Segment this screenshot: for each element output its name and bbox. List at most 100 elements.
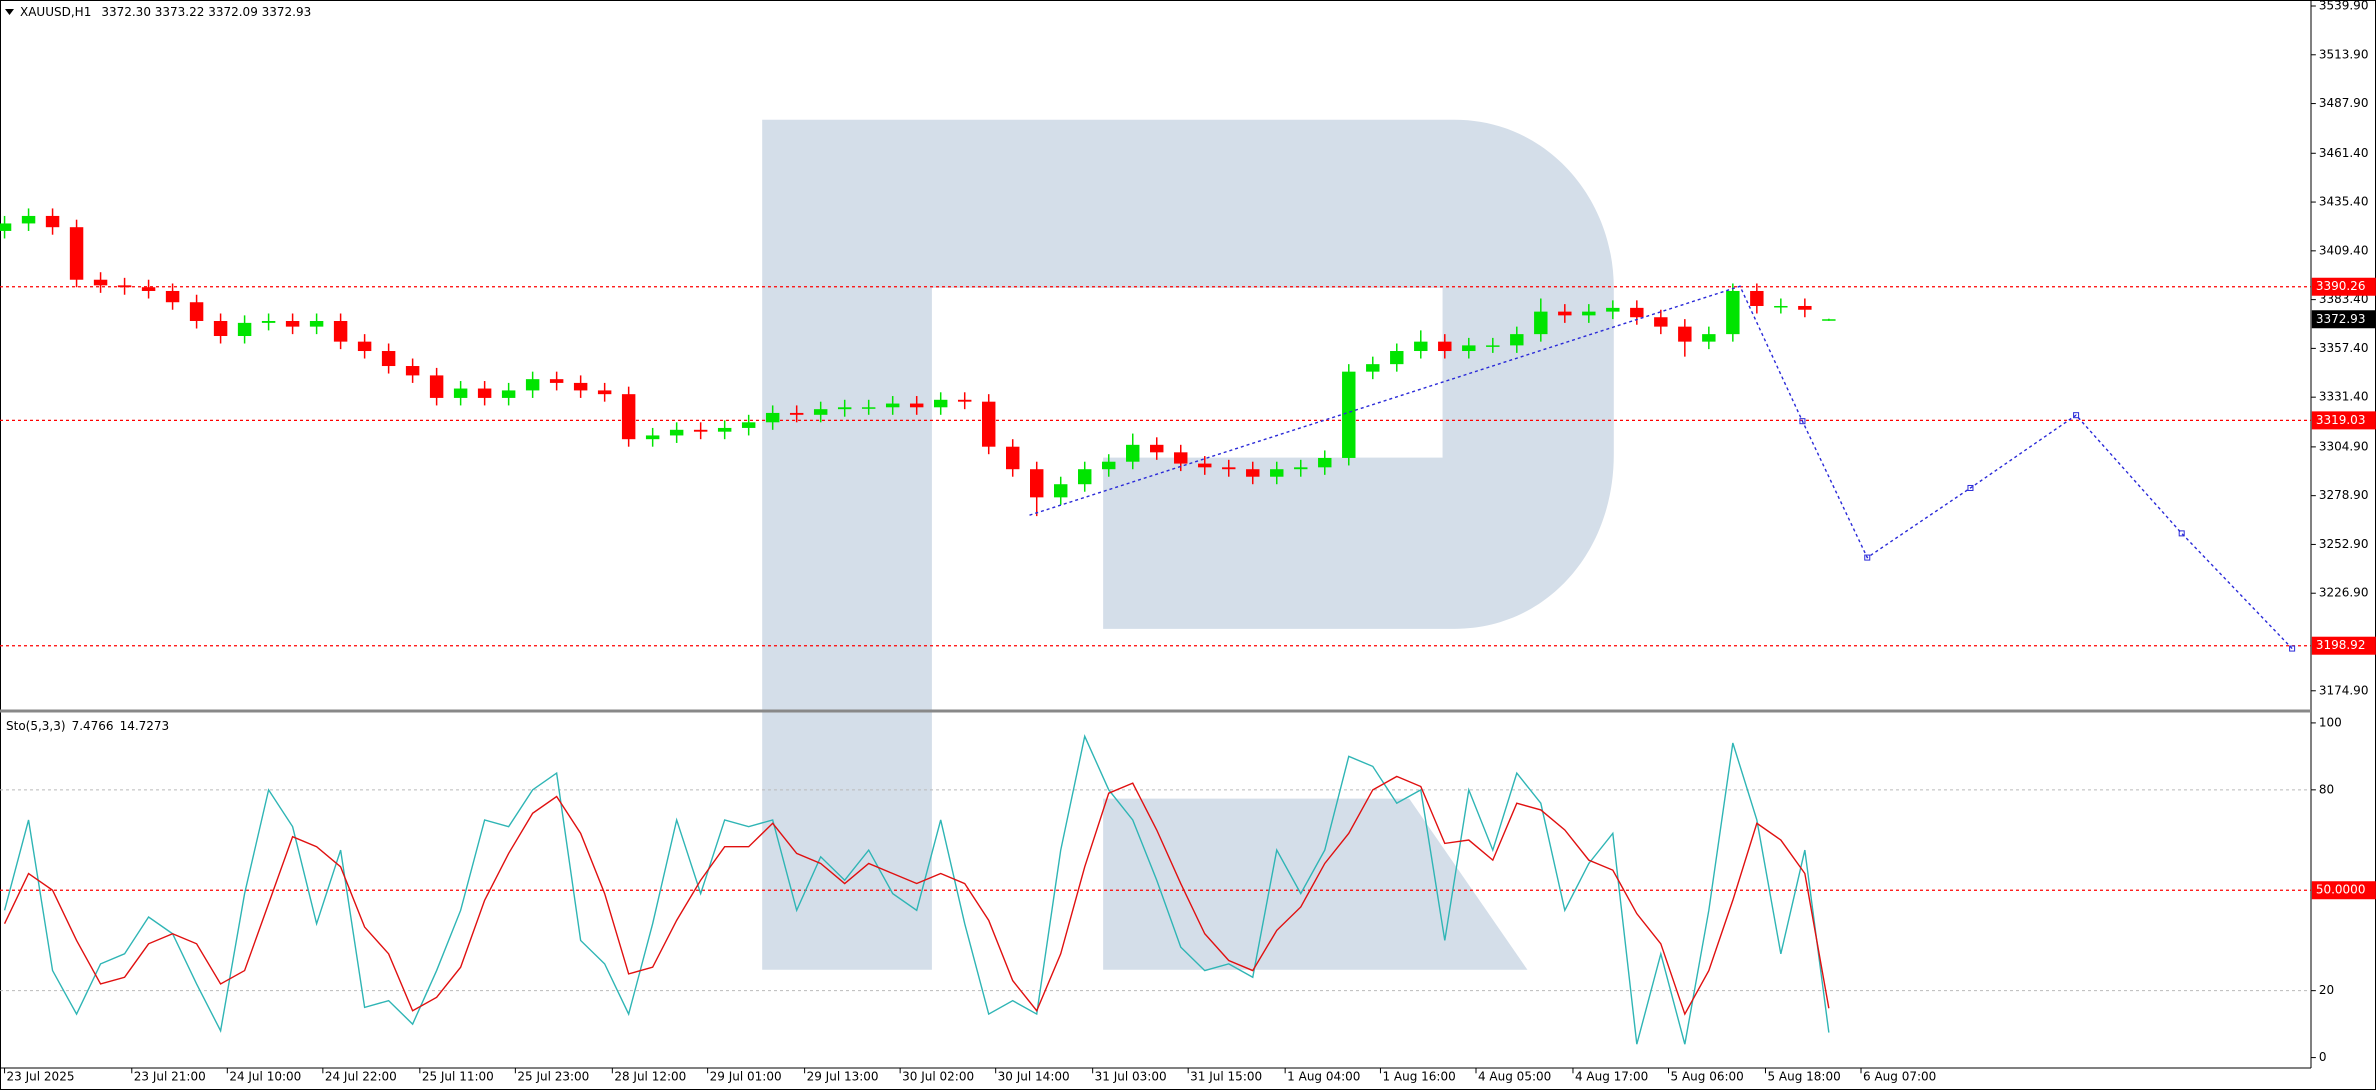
candle-body (1582, 311, 1596, 316)
x-tick-label: 6 Aug 07:00 (1863, 1070, 1936, 1084)
x-tick-label: 29 Jul 13:00 (807, 1070, 879, 1084)
candle-body (693, 429, 708, 432)
candle-body (1822, 319, 1836, 321)
candle-body (1774, 305, 1788, 308)
candle-body (405, 366, 420, 376)
candle-body (1678, 326, 1692, 342)
candle-body (357, 341, 372, 352)
y-tick-label: 3409.40 (2319, 243, 2369, 257)
y-tick-label: 80 (2319, 782, 2334, 796)
candle-body (645, 435, 660, 440)
candle-body (1054, 484, 1068, 498)
signal-label: 50.0000 (2316, 883, 2366, 897)
candle-body (837, 407, 852, 410)
candle-body (381, 351, 396, 367)
x-tick-label: 23 Jul 21:00 (134, 1070, 206, 1084)
candle-body (789, 412, 804, 415)
candle-body (309, 320, 324, 327)
candle-body (1438, 341, 1452, 352)
candle-body (1414, 341, 1428, 352)
stoch-line (3, 734, 1830, 1045)
level-label: 3390.26 (2316, 279, 2366, 293)
candle-body (1486, 345, 1500, 347)
candle-body (1606, 307, 1620, 312)
candle-body (981, 401, 996, 447)
candle-body (1462, 345, 1476, 352)
candle-body (1630, 307, 1644, 318)
header: XAUUSD,H1 3372.30 3373.22 3372.09 3372.93 (20, 5, 311, 19)
indicator-value: 7.4766 (72, 719, 114, 733)
forecast-point (1967, 484, 1974, 491)
candle-body (621, 394, 636, 440)
y-tick-label: 20 (2319, 983, 2334, 997)
candle-body (237, 322, 252, 337)
candle-body (1390, 351, 1404, 365)
x-tick-label: 1 Aug 16:00 (1382, 1070, 1455, 1084)
candle-body (1174, 452, 1188, 464)
candle-body (501, 390, 516, 398)
candle-body (165, 290, 180, 303)
y-tick-label: 100 (2319, 715, 2342, 729)
candle-body (885, 403, 900, 408)
indicator-value: 14.7273 (120, 719, 170, 733)
x-tick-label: 31 Jul 15:00 (1190, 1070, 1262, 1084)
candle-body (1102, 461, 1116, 470)
candle-body (741, 422, 756, 428)
x-tick-label: 31 Jul 03:00 (1095, 1070, 1167, 1084)
x-tick-label: 5 Aug 18:00 (1767, 1070, 1840, 1084)
header-arrow (5, 9, 14, 15)
candle-body (141, 287, 156, 291)
candle-body (477, 388, 492, 398)
candle-body (285, 320, 300, 327)
x-tick-label: 28 Jul 12:00 (614, 1070, 686, 1084)
candle-body (1342, 371, 1356, 458)
candle-body (69, 227, 84, 280)
candle-body (1654, 317, 1668, 327)
x-tick-label: 24 Jul 22:00 (325, 1070, 397, 1084)
candle-body (213, 320, 228, 337)
candle-body (1246, 469, 1260, 477)
candle-body (669, 429, 684, 436)
candle-body (453, 388, 468, 398)
indicator-header: Sto(5,3,3) 7.4766 14.7273 (6, 719, 169, 733)
signal-label-bg (2311, 881, 2376, 900)
y-tick-label: 3461.40 (2319, 146, 2369, 160)
level-label-bg (2311, 411, 2376, 430)
y-tick-label: 3304.90 (2319, 439, 2369, 453)
y-tick-label: 3539.90 (2319, 0, 2369, 13)
level-label: 3198.92 (2316, 638, 2366, 652)
candle-body (189, 302, 204, 321)
candle-body (93, 279, 108, 286)
candle-body (261, 320, 276, 323)
candle-body (1270, 469, 1284, 477)
candle-body (1150, 444, 1164, 453)
forecast-line (1029, 285, 2293, 650)
candle-body (1126, 444, 1140, 462)
x-tick-label: 5 Aug 06:00 (1671, 1070, 1744, 1084)
x-tick-label: 4 Aug 17:00 (1575, 1070, 1648, 1084)
forecast-point (1864, 554, 1871, 561)
candle-body (1222, 467, 1236, 470)
candle-body (717, 427, 732, 432)
y-tick-label: 3226.90 (2319, 586, 2369, 600)
stoch-line (3, 775, 1830, 1016)
candle-body (429, 375, 444, 398)
candle-body (1318, 457, 1332, 468)
y-tick-label: 3435.40 (2319, 195, 2369, 209)
level-label-bg (2311, 636, 2376, 655)
candle-body (1030, 469, 1044, 498)
candle-body (1558, 311, 1572, 316)
y-tick-label: 3331.40 (2319, 390, 2369, 404)
candle-body (957, 399, 972, 402)
y-tick-label: 3513.90 (2319, 47, 2369, 61)
y-tick-label: 3487.90 (2319, 96, 2369, 110)
candle-body (597, 390, 612, 395)
candle-body (117, 285, 132, 288)
candle-body (1294, 467, 1308, 470)
candle-body (45, 215, 60, 228)
x-tick-label: 25 Jul 23:00 (517, 1070, 589, 1084)
watermark (762, 119, 1614, 970)
x-tick-label: 29 Jul 01:00 (710, 1070, 782, 1084)
ohlc: 3372.30 3373.22 3372.09 3372.93 (101, 5, 311, 19)
candle-body (1078, 469, 1092, 485)
